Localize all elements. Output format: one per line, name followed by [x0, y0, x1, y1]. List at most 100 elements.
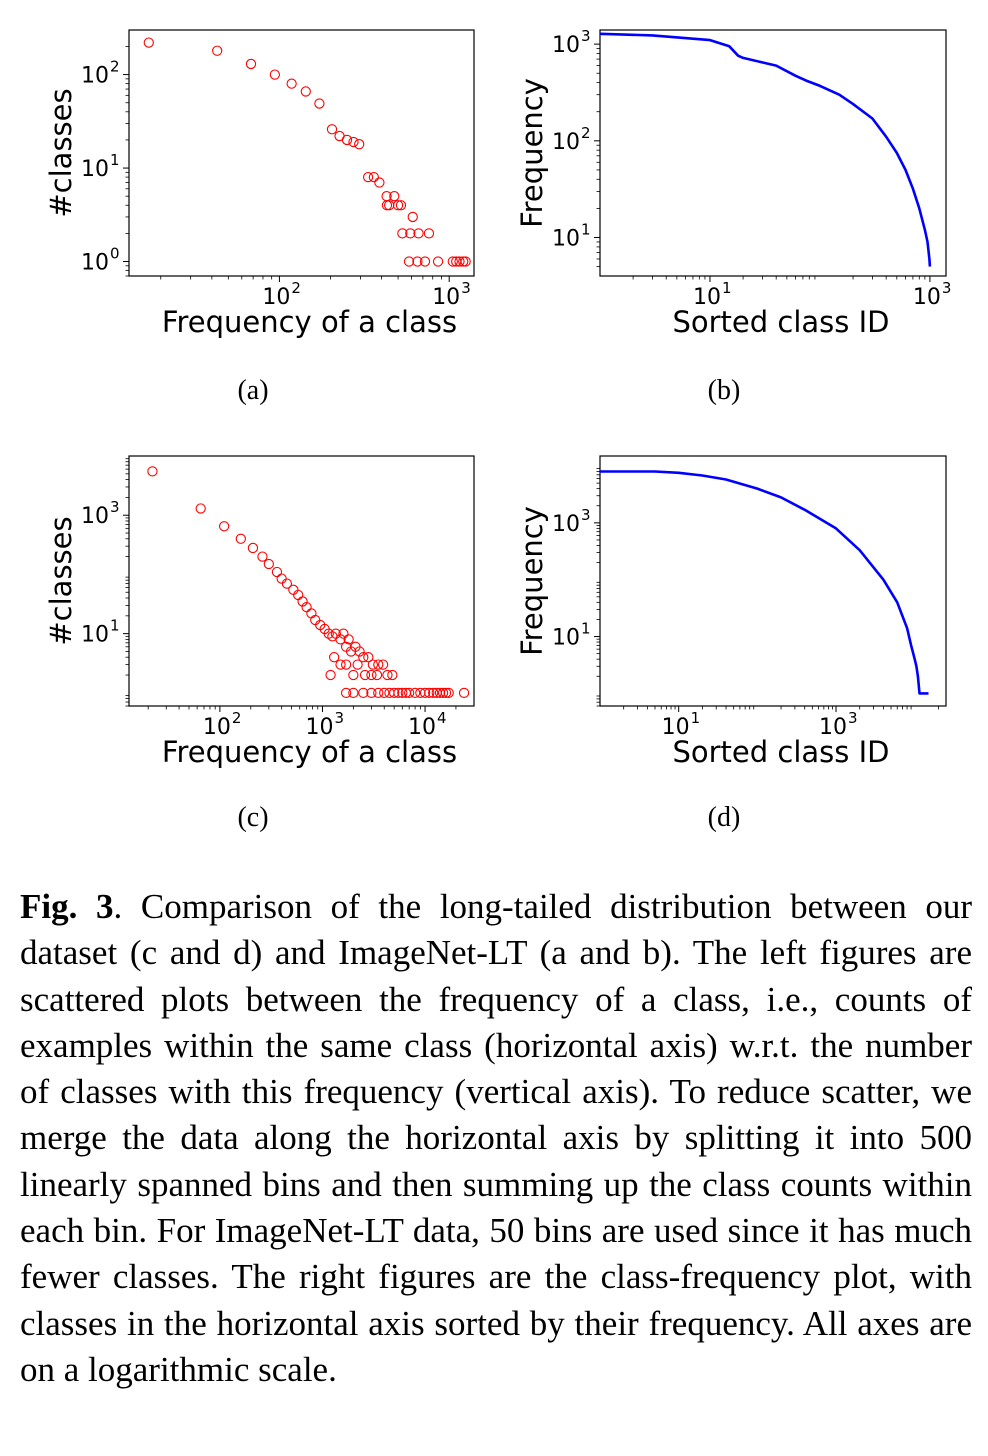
data-point	[458, 687, 470, 699]
y-tick-label: 10	[81, 64, 109, 89]
data-point	[348, 136, 359, 148]
data-point	[419, 256, 431, 267]
data-point	[384, 200, 395, 211]
x-tick-exponent: 4	[437, 709, 447, 727]
data-point	[329, 652, 340, 663]
y-tick-exponent: 3	[581, 27, 591, 45]
series-line	[600, 470, 929, 695]
data-point	[447, 256, 458, 267]
plot-frame	[128, 455, 475, 707]
data-point	[212, 45, 223, 56]
data-point	[263, 558, 274, 570]
data-point	[325, 669, 336, 681]
data-point	[366, 687, 377, 699]
data-point	[382, 669, 393, 681]
data-point	[428, 687, 439, 699]
data-point	[338, 628, 349, 639]
data-point	[362, 171, 374, 183]
y-tick-exponent: 1	[581, 221, 591, 239]
data-point	[424, 687, 435, 699]
y-axis-label: Frequency	[515, 506, 549, 656]
data-point	[300, 86, 311, 97]
y-tick-exponent: 1	[110, 151, 120, 169]
data-point	[413, 228, 424, 239]
data-point	[358, 652, 369, 663]
data-point	[245, 58, 257, 70]
panel-label-d: (d)	[708, 802, 741, 833]
x-tick-exponent: 2	[291, 279, 301, 297]
x-tick-exponent: 3	[848, 709, 858, 727]
x-tick-label: 10	[819, 715, 847, 740]
data-point	[381, 200, 393, 211]
data-point	[314, 98, 325, 109]
y-tick-exponent: 3	[110, 498, 120, 516]
y-tick-exponent: 1	[581, 620, 591, 638]
panel-label-c: (c)	[237, 802, 268, 833]
data-point	[373, 659, 384, 670]
data-point	[348, 669, 359, 681]
data-point	[392, 200, 404, 211]
caption-text: . Comparison of the long-tailed distribu…	[20, 887, 973, 1389]
data-point	[271, 566, 283, 578]
data-point	[412, 256, 423, 267]
data-point	[354, 139, 365, 150]
data-point	[195, 503, 206, 514]
data-point	[348, 687, 359, 699]
x-tick-label: 10	[662, 715, 690, 740]
y-tick-label: 10	[81, 157, 109, 182]
plot-frame	[128, 29, 475, 277]
data-point	[389, 191, 400, 202]
y-tick-label: 10	[552, 512, 580, 537]
data-point	[247, 542, 259, 554]
data-point	[387, 669, 398, 681]
x-tick-exponent: 3	[942, 279, 952, 297]
x-tick-exponent: 3	[461, 279, 471, 297]
data-point	[374, 177, 385, 188]
data-point	[423, 228, 435, 239]
panel-label-b: (b)	[708, 375, 741, 406]
data-point	[147, 466, 158, 477]
data-point	[443, 687, 454, 699]
data-point	[393, 687, 404, 699]
data-point	[432, 256, 444, 267]
data-point	[407, 211, 418, 223]
y-axis-label: Frequency	[515, 78, 549, 228]
x-tick-label: 10	[432, 285, 460, 310]
data-point	[458, 256, 469, 267]
y-tick-label: 10	[552, 227, 580, 252]
x-tick-label: 10	[203, 715, 231, 740]
data-point	[460, 256, 471, 267]
data-point	[323, 628, 334, 639]
data-point	[269, 69, 281, 80]
x-tick-label: 10	[693, 285, 721, 310]
data-point	[434, 687, 446, 699]
data-point	[405, 228, 416, 239]
data-point	[437, 687, 449, 699]
y-tick-exponent: 1	[110, 617, 120, 635]
series-line	[599, 32, 932, 267]
data-point	[293, 589, 304, 601]
data-point	[340, 687, 352, 699]
data-point	[326, 124, 338, 135]
data-point	[440, 687, 452, 699]
figure-caption: Fig. 3. Comparison of the long-tailed di…	[20, 884, 972, 1393]
data-point	[419, 687, 431, 699]
data-point	[368, 171, 380, 183]
x-tick-exponent: 2	[232, 709, 242, 727]
data-point	[358, 687, 369, 699]
plot-frame	[599, 29, 947, 277]
panel-label-a: (a)	[237, 375, 268, 406]
y-tick-label: 10	[81, 251, 109, 276]
data-point	[281, 578, 293, 589]
data-point	[218, 521, 230, 532]
x-tick-label: 10	[305, 715, 333, 740]
data-point	[340, 659, 352, 670]
data-point	[454, 256, 465, 267]
y-tick-exponent: 2	[110, 58, 120, 76]
data-point	[288, 584, 299, 595]
data-point	[397, 687, 408, 699]
data-point	[409, 687, 421, 699]
y-tick-exponent: 0	[110, 245, 120, 263]
